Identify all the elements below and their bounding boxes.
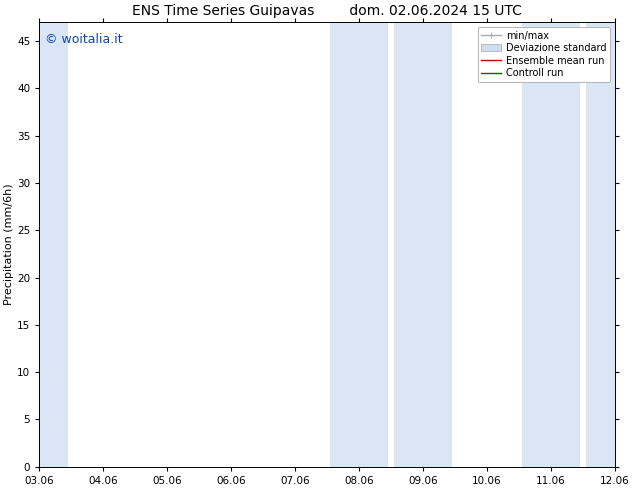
Bar <box>330 22 388 467</box>
Legend: min/max, Deviazione standard, Ensemble mean run, Controll run: min/max, Deviazione standard, Ensemble m… <box>477 27 610 82</box>
Bar <box>394 22 452 467</box>
Text: © woitalia.it: © woitalia.it <box>45 33 122 46</box>
Y-axis label: Precipitation (mm/6h): Precipitation (mm/6h) <box>4 184 14 305</box>
Bar <box>586 22 618 467</box>
Title: ENS Time Series Guipavas        dom. 02.06.2024 15 UTC: ENS Time Series Guipavas dom. 02.06.2024… <box>132 4 522 18</box>
Bar <box>36 22 68 467</box>
Bar <box>522 22 579 467</box>
